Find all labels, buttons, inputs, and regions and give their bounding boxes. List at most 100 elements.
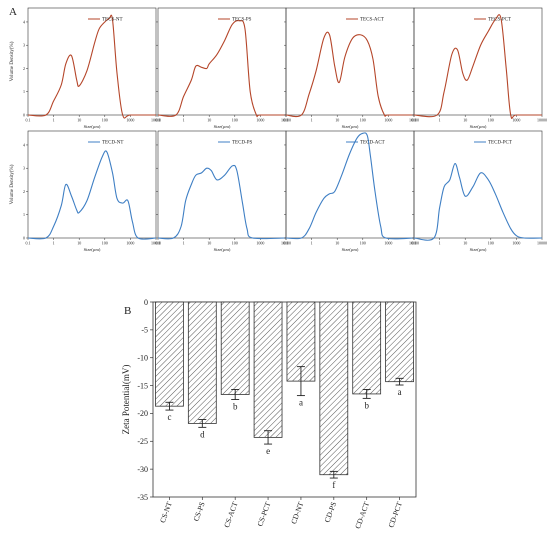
x-axis-label: Size(μm) — [84, 124, 101, 129]
y-tick-label: 3 — [23, 166, 25, 171]
y-tick-label: -5 — [141, 326, 148, 335]
x-tick-label: 100 — [102, 118, 108, 123]
subplot-frame — [157, 130, 287, 239]
size-subplot: 0.1 1 10 100 1000 10000 0 1 2 3 4 Size(μm) Volume De… — [10, 130, 161, 252]
x-tick-label: 10000 — [409, 241, 419, 246]
significance-label: c — [167, 412, 171, 422]
chart-frame — [152, 301, 417, 498]
bar — [187, 301, 217, 424]
panel-label-a: A — [9, 6, 17, 18]
legend-label: TECS-NT — [102, 18, 123, 23]
bar — [385, 301, 414, 383]
y-tick-label: 3 — [23, 43, 25, 48]
y-tick-label: -35 — [137, 493, 148, 502]
y-tick-label: -15 — [137, 381, 148, 390]
size-distribution-line — [27, 150, 157, 240]
y-tick-label: 0 — [23, 112, 25, 117]
legend-label: TECS-PCT — [488, 18, 511, 23]
x-tick-label: 1 — [311, 118, 313, 123]
x-tick-label: 1000 — [512, 241, 520, 246]
y-tick-label: 2 — [23, 66, 25, 71]
x-tick-label: 1000 — [126, 118, 134, 123]
legend-label: TECD-PS — [232, 141, 253, 146]
y-tick-label: -10 — [137, 354, 148, 363]
x-tick-label: 100 — [360, 118, 366, 123]
x-tick-label: 1000 — [256, 241, 264, 246]
y-tick-label: 4 — [23, 142, 25, 147]
significance-label: d — [200, 429, 205, 439]
zeta-potential-chart: 0 -5 -10 -15 -20 -25 -30 -35 Zeta Potential(mV) c… — [121, 298, 417, 530]
size-subplot: 0.1 1 10 100 1000 10000 Size(μm) TECD-ACT — [284, 130, 419, 252]
category-label: CS-PS — [191, 501, 206, 523]
x-tick-label: 10 — [463, 241, 467, 246]
y-axis-label: Volume Density(%) — [10, 164, 15, 204]
subplot-frame — [285, 7, 415, 116]
x-tick-label: 10000 — [409, 118, 419, 123]
bar — [220, 301, 250, 395]
y-tick-label: -25 — [137, 437, 148, 446]
size-subplot: 0.1 1 10 100 1000 10000 Size(μm) TECS-ACT — [284, 7, 419, 129]
x-axis-label: Size(μm) — [470, 247, 487, 252]
x-tick-label: 10 — [77, 241, 81, 246]
x-tick-label: 0.1 — [412, 118, 417, 123]
x-axis-label: Size(μm) — [342, 247, 359, 252]
x-tick-label: 10 — [207, 241, 211, 246]
subplot-frame — [413, 7, 543, 116]
y-tick-label: 4 — [23, 19, 25, 24]
y-tick-label: -30 — [137, 465, 148, 474]
size-subplot: 0.1 1 10 100 1000 10000 Size(μm) TECS-PCT — [412, 7, 547, 129]
significance-label: a — [398, 387, 402, 397]
x-tick-label: 10000 — [151, 118, 161, 123]
x-tick-label: 10 — [207, 118, 211, 123]
x-tick-label: 1000 — [256, 118, 264, 123]
x-tick-label: 1 — [183, 118, 185, 123]
x-tick-label: 1 — [311, 241, 313, 246]
x-axis-label: Size(μm) — [342, 124, 359, 129]
size-distribution-line — [413, 163, 543, 241]
category-label: CS-PCT — [255, 500, 272, 527]
bar — [319, 301, 349, 476]
category-label: CD-PCT — [386, 500, 404, 529]
size-subplot: 0.1 1 10 100 1000 10000 Size(μm) TECS-PS — [156, 7, 291, 129]
x-tick-label: 100 — [360, 241, 366, 246]
x-tick-label: 0.1 — [26, 241, 31, 246]
subplot-frame — [157, 7, 287, 116]
x-tick-label: 1 — [53, 118, 55, 123]
x-tick-label: 1000 — [126, 241, 134, 246]
y-axis-label: Zeta Potential(mV) — [121, 365, 131, 435]
panel-label-b: B — [124, 305, 131, 317]
x-tick-label: 1 — [183, 241, 185, 246]
y-axis-label: Volume Density(%) — [10, 41, 15, 81]
size-distribution-line — [285, 31, 414, 118]
significance-label: b — [233, 402, 238, 412]
x-tick-label: 10000 — [537, 241, 547, 246]
x-tick-label: 10000 — [281, 118, 291, 123]
y-tick-label: 2 — [23, 189, 25, 194]
y-tick-label: 0 — [144, 298, 148, 307]
subplot-frame — [413, 130, 543, 239]
category-label: CS-ACT — [222, 500, 240, 529]
category-label: CD-PS — [322, 501, 338, 524]
particle-size-panel: 0.1 1 10 100 1000 10000 0 1 2 3 4 Size(μm) Volume De… — [10, 7, 547, 252]
category-label: CD-ACT — [353, 500, 371, 530]
x-tick-label: 1 — [439, 118, 441, 123]
significance-label: e — [266, 446, 270, 456]
x-tick-label: 10000 — [151, 241, 161, 246]
x-axis-label: Size(μm) — [214, 247, 231, 252]
significance-label: f — [332, 480, 335, 490]
x-tick-label: 10000 — [537, 118, 547, 123]
x-tick-label: 100 — [488, 118, 494, 123]
x-tick-label: 1000 — [384, 118, 392, 123]
bar — [155, 301, 184, 407]
x-tick-label: 1 — [53, 241, 55, 246]
x-axis-label: Size(μm) — [214, 124, 231, 129]
x-tick-label: 0.1 — [412, 241, 417, 246]
x-axis-label: Size(μm) — [84, 247, 101, 252]
y-tick-label: 1 — [23, 89, 25, 94]
subplot-frame — [27, 130, 157, 239]
significance-label: a — [299, 398, 303, 408]
size-distribution-line — [285, 132, 415, 240]
y-tick-label: 1 — [23, 212, 25, 217]
size-distribution-line — [157, 19, 286, 118]
size-subplot: 0.1 1 10 100 1000 10000 Size(μm) TECD-PS — [156, 130, 291, 252]
